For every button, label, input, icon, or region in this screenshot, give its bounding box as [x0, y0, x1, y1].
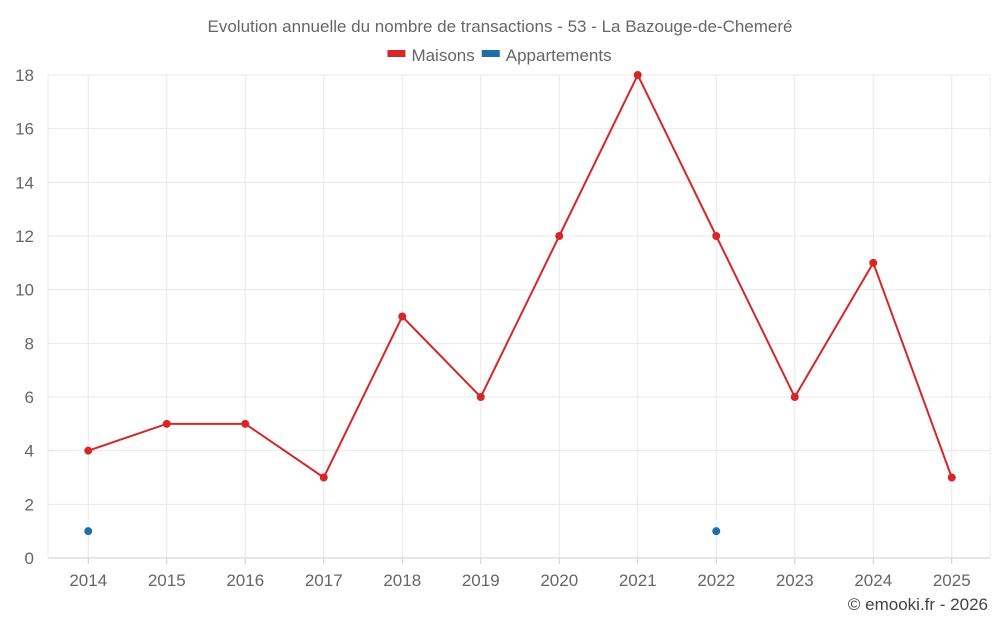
maisons-point	[476, 393, 485, 401]
maisons-point	[790, 393, 799, 401]
maisons-point	[398, 312, 407, 321]
legend: Maisons Appartements	[387, 46, 612, 65]
y-tick-label: 12	[15, 227, 34, 246]
y-tick-label: 2	[25, 495, 34, 514]
maisons-line	[87, 72, 953, 479]
x-tick-label: 2017	[305, 571, 343, 590]
credit-text: © emooki.fr - 2026	[848, 595, 988, 614]
appartements-point	[712, 527, 721, 536]
x-tick-label: 2018	[383, 571, 421, 590]
maisons-point	[869, 258, 878, 267]
y-tick-label: 10	[15, 281, 34, 300]
maisons-point	[555, 232, 564, 240]
y-tick-label: 6	[25, 388, 34, 407]
x-tick-label: 2016	[226, 571, 264, 590]
x-tick-label: 2019	[462, 571, 500, 590]
y-axis: 0 2 4 6 8 10 12 14 16 18	[15, 66, 34, 568]
legend-label-maisons: Maisons	[411, 46, 474, 65]
x-tick-label: 2023	[776, 571, 814, 590]
x-tick-label: 2022	[697, 571, 735, 590]
x-tick-label: 2021	[619, 571, 657, 590]
y-tick-label: 8	[25, 334, 34, 353]
maisons-point	[162, 419, 171, 428]
maisons-point	[84, 446, 93, 455]
x-tick-label: 2024	[854, 571, 892, 590]
x-axis: 2014 2015 2016 2017 2018 2019 2020 2021 2022 2023…	[69, 558, 971, 590]
maisons-point	[319, 473, 328, 482]
legend-swatch-maisons	[387, 50, 406, 57]
maisons-point	[712, 232, 721, 240]
x-tick-label: 2015	[148, 571, 186, 590]
appartements-point	[84, 527, 93, 536]
y-tick-label: 4	[25, 442, 34, 461]
maisons-point	[241, 419, 250, 428]
y-tick-label: 16	[15, 120, 34, 139]
y-tick-label: 14	[15, 173, 34, 192]
chart-title: Evolution annuelle du nombre de transact…	[208, 17, 793, 36]
x-tick-label: 2014	[69, 571, 107, 590]
x-tick-label: 2025	[933, 571, 971, 590]
maisons-point	[633, 71, 642, 79]
legend-label-appartements: Appartements	[506, 46, 612, 65]
x-tick-label: 2020	[540, 571, 578, 590]
maisons-point	[947, 473, 956, 482]
y-tick-label: 18	[15, 66, 34, 85]
series-layer	[84, 71, 956, 536]
y-tick-label: 0	[25, 549, 34, 568]
legend-swatch-appartements	[481, 50, 500, 57]
